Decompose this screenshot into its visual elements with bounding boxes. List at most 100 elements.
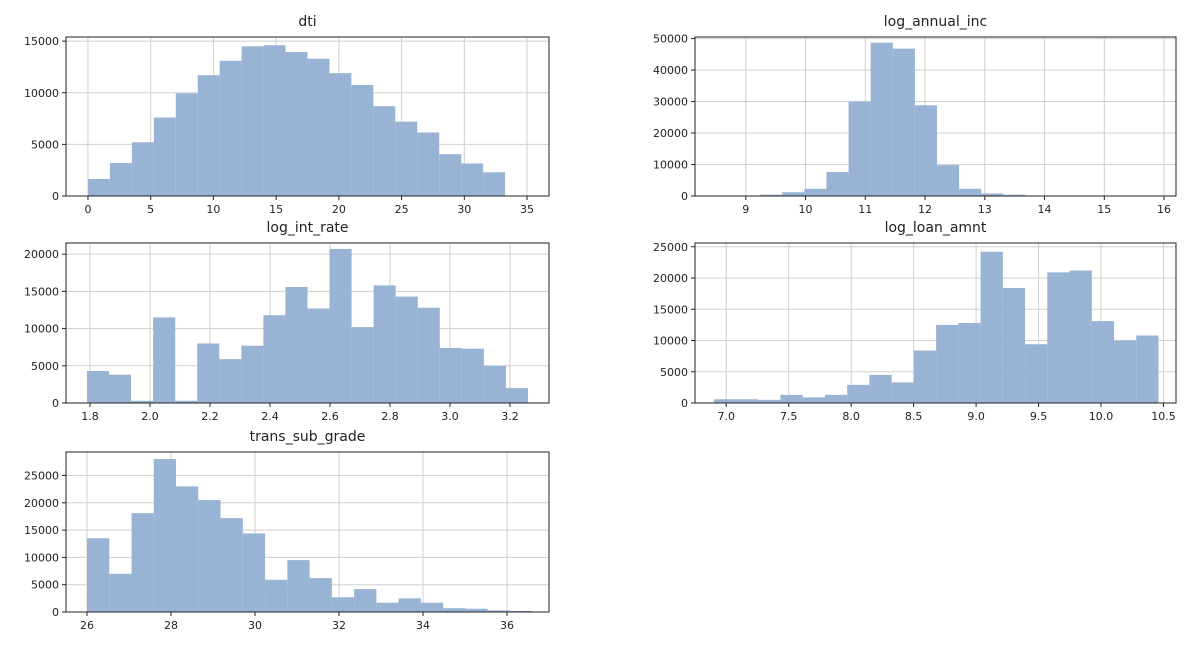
histogram-bar <box>420 602 444 612</box>
x-tick-label: 2.4 <box>261 410 279 423</box>
y-tick-label: 5000 <box>31 138 59 151</box>
axes-frame <box>65 242 550 404</box>
x-tick-label: 9.0 <box>967 410 985 423</box>
chart-title: log_int_rate <box>266 220 348 236</box>
x-tick-label: 15 <box>1097 203 1111 216</box>
x-tick-label: 3.2 <box>501 410 519 423</box>
histogram-bar <box>176 486 199 612</box>
x-tick-label: 11 <box>858 203 872 216</box>
histogram-bar <box>505 388 528 403</box>
histogram-bar <box>713 399 736 403</box>
histogram-bar <box>87 538 110 612</box>
histogram-bar <box>153 317 176 403</box>
histogram-bar <box>263 315 286 403</box>
histogram-bar <box>509 610 533 612</box>
x-tick-label: 10 <box>206 203 220 216</box>
y-tick-label: 0 <box>52 397 59 410</box>
histogram-bar <box>131 142 154 196</box>
y-tick-label: 25000 <box>24 469 59 482</box>
histogram-panel-3: 7.0 7.5 8.0 8.5 9.0 9.5 10.0 10.5 0 5000 10000 1500… <box>653 220 1177 423</box>
histogram-bar <box>131 400 154 403</box>
histogram-bar <box>439 154 462 196</box>
x-tick-label: 26 <box>80 619 94 632</box>
histogram-bar <box>980 251 1003 403</box>
x-tick-label: 12 <box>918 203 932 216</box>
histogram-bar <box>869 374 892 403</box>
histogram-bar <box>175 93 198 196</box>
histogram-bar <box>1047 272 1070 403</box>
histogram-bar <box>483 172 506 196</box>
x-tick-label: 36 <box>500 619 514 632</box>
histogram-bar <box>417 307 440 403</box>
histogram-bar <box>439 347 462 403</box>
histogram-bar <box>981 193 1004 196</box>
y-tick-label: 10000 <box>24 551 59 564</box>
histogram-bar <box>1025 344 1048 403</box>
chart-title: dti <box>298 14 316 30</box>
histogram-panel-1: 9 10 11 12 13 14 15 16 0 10000 20000 30000 40000 5000… <box>653 14 1177 216</box>
y-tick-label: 20000 <box>24 497 59 510</box>
histogram-bar <box>826 172 849 196</box>
y-tick-label: 5000 <box>31 579 59 592</box>
histogram-bar <box>1069 270 1092 403</box>
x-tick-label: 2.0 <box>141 410 159 423</box>
histogram-bar <box>735 399 759 403</box>
histogram-bar <box>487 610 510 612</box>
y-tick-label: 15000 <box>24 524 59 537</box>
x-tick-label: 25 <box>395 203 409 216</box>
y-tick-label: 20000 <box>653 272 688 285</box>
x-tick-label: 2.6 <box>321 410 339 423</box>
histogram-bar <box>285 286 308 403</box>
histogram-bar <box>219 60 242 197</box>
histogram-bar <box>198 500 221 612</box>
histogram-panel-0: 0 5 10 15 20 25 30 35 0 5000 10000 15000 dti <box>24 14 550 216</box>
histogram-panel-4: 26 28 30 32 34 36 0 5000 10000 15000 20000 25000 tra… <box>24 429 550 632</box>
x-tick-label: 8.0 <box>842 410 860 423</box>
y-tick-label: 15000 <box>24 285 59 298</box>
x-tick-label: 16 <box>1157 203 1171 216</box>
histogram-bar <box>241 46 264 196</box>
histogram-bar <box>307 58 330 196</box>
x-tick-label: 13 <box>978 203 992 216</box>
chart-title: log_annual_inc <box>884 14 987 30</box>
histogram-bar <box>936 324 959 403</box>
y-tick-label: 0 <box>52 190 59 203</box>
y-tick-label: 20000 <box>24 248 59 261</box>
histogram-bar <box>395 296 418 403</box>
y-tick-label: 15000 <box>24 35 59 48</box>
axes-frame <box>65 451 550 613</box>
y-tick-label: 10000 <box>653 159 688 172</box>
histogram-bar <box>153 117 176 196</box>
histogram-bar <box>351 327 374 403</box>
chart-title: log_loan_amnt <box>885 220 987 236</box>
histogram-bar <box>1114 340 1137 403</box>
histogram-bar <box>307 308 330 403</box>
histogram-bar <box>398 598 421 612</box>
histogram-bar <box>373 106 396 196</box>
axes-frame <box>65 36 550 197</box>
histogram-panel-2: 1.8 2.0 2.2 2.4 2.6 2.8 3.0 3.2 0 5000 10000 15000 2… <box>24 220 550 423</box>
histogram-bar <box>936 165 960 196</box>
histogram-bar <box>329 248 352 403</box>
x-tick-label: 30 <box>457 203 471 216</box>
histogram-bar <box>265 579 288 612</box>
histogram-bar <box>263 45 286 197</box>
histogram-bar <box>465 608 488 612</box>
x-tick-label: 20 <box>332 203 346 216</box>
histogram-bar <box>958 323 981 403</box>
histogram-bar <box>354 589 377 612</box>
histogram-bar <box>891 382 914 403</box>
histogram-bar <box>1136 335 1159 403</box>
histogram-bar <box>351 85 374 196</box>
x-tick-label: 10 <box>799 203 813 216</box>
x-tick-label: 0 <box>84 203 91 216</box>
histogram-bar <box>331 597 355 612</box>
histogram-bar <box>804 188 827 196</box>
histogram-bar <box>220 518 243 612</box>
histogram-bar <box>197 343 220 403</box>
histogram-bar <box>1091 321 1115 403</box>
histogram-bar <box>847 384 870 403</box>
x-tick-label: 30 <box>248 619 262 632</box>
x-tick-label: 2.8 <box>381 410 399 423</box>
axes-frame <box>694 36 1177 197</box>
